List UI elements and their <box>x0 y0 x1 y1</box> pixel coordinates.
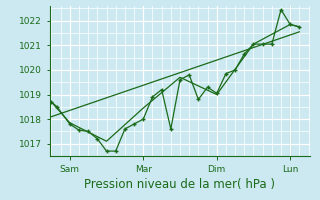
X-axis label: Pression niveau de la mer( hPa ): Pression niveau de la mer( hPa ) <box>84 178 276 191</box>
